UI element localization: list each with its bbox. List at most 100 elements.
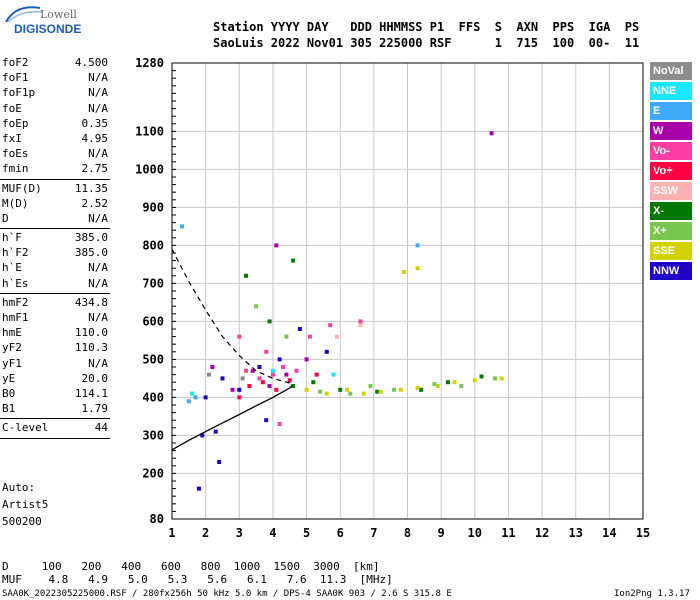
echo-point — [392, 387, 397, 392]
x-tick-label: 1 — [168, 526, 175, 540]
param-value: 385.0 — [74, 246, 108, 260]
auto-label: Auto: — [2, 481, 36, 494]
echo-point — [361, 391, 366, 396]
param-value: 0.35 — [81, 116, 109, 130]
echo-point — [432, 382, 437, 387]
param-value: N/A — [88, 101, 108, 115]
y-tick-label: 400 — [142, 390, 164, 404]
echo-point — [445, 380, 450, 385]
param-value: 20.0 — [81, 371, 109, 385]
y-tick-label: 600 — [142, 314, 164, 328]
param-label: foF1 — [2, 71, 29, 85]
echo-point — [230, 387, 235, 392]
y-tick-label: 1280 — [135, 56, 164, 70]
param-row: yE 20.0 — [0, 372, 112, 387]
parameter-table: foF2 4.500 foF1 N/A foF1p N/A foE N/A foEp 0.35 fx… — [0, 56, 112, 441]
echo-point — [213, 429, 218, 434]
x-tick-label: 3 — [236, 526, 243, 540]
echo-point — [254, 304, 259, 309]
polarization-legend: NoVal NNE E W Vo- Vo+ SSW X- X+ SSE NNW — [650, 62, 692, 282]
echo-point — [277, 422, 282, 426]
param-label: h`E — [2, 261, 22, 275]
echo-point — [240, 376, 245, 381]
x-tick-label: 2 — [202, 526, 209, 540]
param-row: foEp 0.35 — [0, 117, 112, 132]
param-value: 385.0 — [74, 231, 108, 245]
x-tick-label: 7 — [370, 526, 377, 540]
echo-point — [264, 418, 269, 423]
echo-point — [368, 384, 373, 388]
echo-point — [270, 372, 275, 377]
legend-item-e: E — [650, 102, 692, 120]
param-value: 11.35 — [74, 181, 108, 195]
param-value: N/A — [88, 276, 108, 290]
param-row: hmF1 N/A — [0, 311, 112, 326]
echo-point — [270, 368, 275, 373]
param-row: hmE 110.0 — [0, 326, 112, 341]
x-tick-label: 15 — [636, 526, 650, 540]
echo-point — [307, 334, 312, 339]
echo-point — [250, 368, 255, 373]
param-value: N/A — [88, 147, 108, 161]
param-row: fxI 4.95 — [0, 132, 112, 147]
x-tick-label: 5 — [303, 526, 310, 540]
footer-muf-scale: MUF 4.8 4.9 5.0 5.3 5.6 6.1 7.6 11.3 [MH… — [2, 573, 393, 586]
param-value: 1.79 — [81, 402, 109, 416]
param-label: B1 — [2, 402, 16, 416]
chart-traces — [171, 248, 292, 451]
x-tick-label: 9 — [438, 526, 445, 540]
chart-axes: 1 2 3 4 5 6 7 8 9 10 11 12 13 14 158020030040050060070… — [135, 56, 650, 540]
echo-point — [304, 387, 309, 392]
echo-point — [264, 349, 269, 354]
footer-d-scale: D 100 200 400 600 800 1000 1500 3000 [km… — [2, 560, 380, 573]
echo-point — [338, 387, 343, 392]
param-label: h`F — [2, 231, 22, 245]
param-label: C-level — [2, 421, 49, 435]
echo-point — [220, 376, 225, 381]
y-tick-label: 80 — [150, 512, 164, 526]
y-tick-label: 200 — [142, 466, 164, 480]
param-row: D N/A — [0, 212, 112, 227]
echo-point — [297, 327, 302, 331]
y-tick-label: 800 — [142, 238, 164, 252]
param-row: hmF2 434.8 — [0, 296, 112, 311]
param-value: N/A — [88, 356, 108, 370]
param-row: MUF(D) 11.35 — [0, 182, 112, 197]
param-value: 110.3 — [74, 341, 108, 355]
chart-echoes — [180, 131, 504, 491]
param-label: foE — [2, 101, 22, 115]
param-value: 44 — [94, 421, 108, 435]
x-tick-label: 14 — [602, 526, 616, 540]
y-tick-label: 1000 — [135, 162, 164, 176]
echo-point — [348, 391, 353, 396]
param-value: 2.52 — [81, 196, 109, 210]
echo-point — [180, 224, 185, 229]
param-value: 4.500 — [74, 56, 108, 69]
echo-point — [200, 433, 205, 438]
echo-point — [190, 391, 195, 396]
echo-point — [274, 387, 279, 392]
param-label: foEp — [2, 116, 29, 130]
x-tick-label: 12 — [535, 526, 549, 540]
param-separator — [0, 418, 110, 420]
echo-point — [328, 323, 333, 328]
x-tick-label: 11 — [501, 526, 515, 540]
param-row: foEs N/A — [0, 147, 112, 162]
echo-point — [314, 372, 319, 377]
echo-point — [331, 372, 336, 377]
echo-point — [217, 460, 222, 464]
echo-point — [435, 384, 440, 388]
param-row: fmin 2.75 — [0, 162, 112, 177]
echo-point — [472, 378, 477, 383]
echo-point — [418, 387, 423, 392]
param-row: foF1 N/A — [0, 71, 112, 86]
echo-point — [324, 349, 329, 354]
param-value: 110.0 — [74, 326, 108, 340]
param-row: M(D) 2.52 — [0, 197, 112, 212]
echo-point — [277, 357, 282, 362]
param-label: foF2 — [2, 56, 29, 69]
param-label: D — [2, 211, 9, 225]
param-value: N/A — [88, 261, 108, 275]
param-row: foF2 4.500 — [0, 56, 112, 71]
